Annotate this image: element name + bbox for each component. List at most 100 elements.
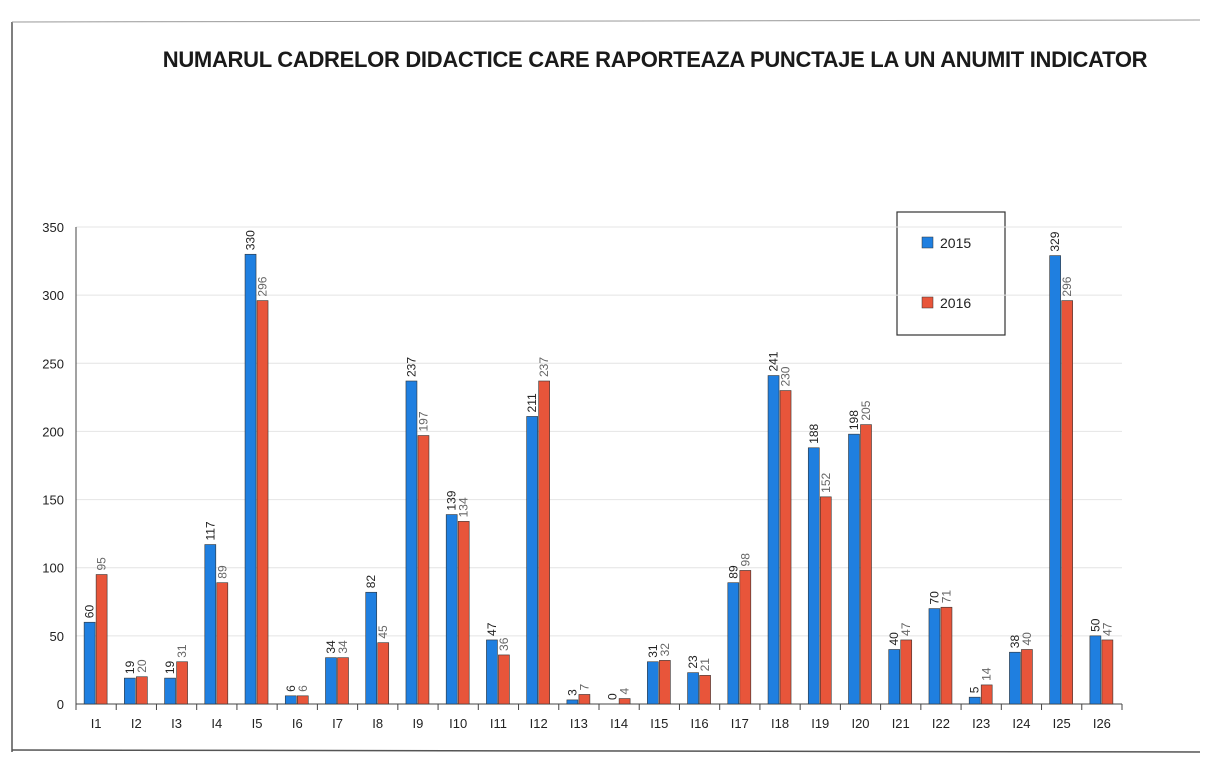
value-label: 71 [939,590,953,604]
value-label: 45 [376,625,390,639]
legend-label: 2015 [940,235,971,251]
x-tick-label: I7 [332,716,343,731]
bar [164,677,176,705]
y-tick-label: 300 [42,288,64,303]
chart-title: NUMARUL CADRELOR DIDACTICE CARE RAPORTEA… [162,47,1148,72]
value-label: 47 [485,622,499,636]
x-tick-label: I17 [731,716,749,731]
value-label: 60 [83,605,97,619]
value-label: 14 [980,667,994,681]
y-tick-label: 50 [50,629,64,644]
legend-swatch [921,296,934,309]
bar [687,672,699,705]
value-label: 47 [1100,622,1114,636]
x-tick-label: I26 [1093,716,1111,731]
bar [807,447,820,705]
value-label: 0 [606,693,620,700]
value-label: 117 [203,521,217,540]
value-label: 296 [1060,276,1074,296]
bar [216,582,229,705]
value-label: 40 [887,632,901,646]
bar [256,300,269,705]
value-label: 7 [577,683,591,690]
value-label: 230 [779,366,793,386]
y-tick-label: 200 [42,424,64,439]
bar [83,621,96,705]
x-tick-label: I6 [292,716,303,731]
bar [244,253,257,705]
bar [365,591,378,705]
legend-swatch [921,236,934,249]
value-label: 89 [726,565,740,579]
value-label: 95 [95,557,109,571]
x-tick-label: I4 [211,716,222,731]
x-tick-label: I11 [490,716,507,731]
value-label: 188 [807,423,821,443]
value-label: 38 [1008,635,1022,649]
frame-top [11,19,1201,23]
bar [1049,255,1061,705]
bar [486,639,498,705]
value-label: 237 [537,357,551,377]
bar [888,649,901,705]
y-tick-label: 0 [57,697,64,712]
bar [727,582,740,705]
value-label: 70 [927,591,941,605]
x-tick-label: I20 [851,716,869,731]
bar [136,676,148,705]
y-tick-label: 250 [42,356,64,371]
bar [968,696,981,705]
bar [284,695,297,705]
bar [739,570,752,705]
bar [860,424,872,705]
value-label: 89 [215,565,229,579]
value-label: 31 [175,644,189,658]
bar [767,375,780,705]
bar [1009,651,1021,705]
value-label: 32 [658,643,672,657]
x-tick-label: I12 [530,716,548,731]
bar [296,695,309,705]
bar [337,657,349,705]
value-label: 19 [123,660,137,674]
bar [457,521,470,705]
bar [779,390,792,705]
bar [1061,300,1073,705]
y-tick-label: 150 [42,493,64,508]
bar [124,677,136,705]
value-label: 40 [1020,632,1034,646]
bar [819,496,832,705]
bar [1021,649,1033,705]
bar [566,699,579,705]
value-label: 34 [336,640,350,654]
value-label: 20 [135,659,149,673]
value-label: 36 [497,637,511,651]
value-label: 211 [525,393,539,412]
x-tick-label: I10 [449,716,467,731]
x-tick-label: I1 [91,716,102,731]
x-tick-label: I18 [771,716,789,731]
x-tick-label: I5 [252,716,263,731]
bar [498,654,510,705]
bar [538,380,550,705]
x-tick-label: I3 [171,716,182,731]
bar [417,435,430,705]
x-tick-label: I24 [1012,716,1030,731]
bar [377,642,390,705]
legend-box [896,211,1006,336]
value-label: 205 [859,400,873,420]
bar [928,608,941,705]
bar [1101,639,1114,705]
value-label: 31 [646,644,660,658]
value-label: 21 [698,658,712,672]
bar [578,694,591,705]
value-label: 237 [404,357,418,377]
y-tick-label: 350 [42,220,64,235]
bar [1089,635,1102,705]
value-label: 5 [968,686,982,693]
x-tick-label: I23 [972,716,990,731]
value-label: 296 [256,276,270,296]
value-label: 152 [819,472,833,492]
